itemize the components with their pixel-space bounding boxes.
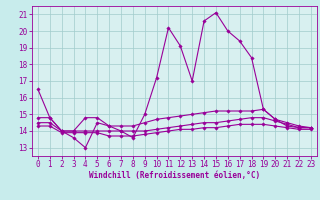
- X-axis label: Windchill (Refroidissement éolien,°C): Windchill (Refroidissement éolien,°C): [89, 171, 260, 180]
